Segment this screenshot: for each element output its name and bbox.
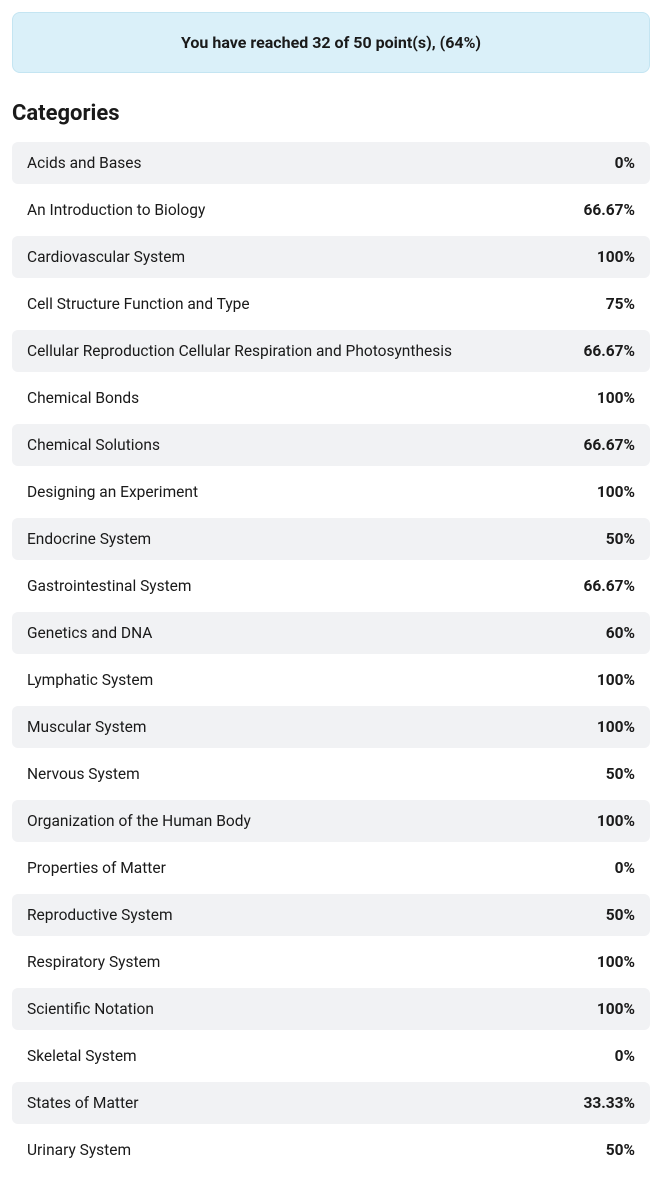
table-row: Respiratory System 100% — [12, 941, 650, 983]
score-text: You have reached 32 of 50 point(s), (64%… — [181, 33, 481, 52]
table-row: Designing an Experiment 100% — [12, 471, 650, 513]
table-row: Muscular System 100% — [12, 706, 650, 748]
category-value: 100% — [597, 812, 635, 830]
category-value: 66.67% — [583, 577, 635, 595]
category-label: Cell Structure Function and Type — [27, 295, 250, 313]
category-label: Reproductive System — [27, 906, 173, 924]
category-value: 66.67% — [583, 436, 635, 454]
category-label: Genetics and DNA — [27, 624, 152, 642]
category-label: Organization of the Human Body — [27, 812, 251, 830]
category-value: 100% — [597, 1000, 635, 1018]
table-row: Skeletal System 0% — [12, 1035, 650, 1077]
category-label: Skeletal System — [27, 1047, 137, 1065]
category-value: 100% — [597, 483, 635, 501]
category-value: 50% — [606, 765, 635, 783]
table-row: Acids and Bases 0% — [12, 142, 650, 184]
category-value: 100% — [597, 953, 635, 971]
category-label: Cellular Reproduction Cellular Respirati… — [27, 342, 452, 360]
categories-heading: Categories — [12, 101, 650, 126]
table-row: Gastrointestinal System 66.67% — [12, 565, 650, 607]
category-value: 0% — [615, 859, 635, 877]
category-list: Acids and Bases 0% An Introduction to Biol… — [12, 142, 650, 1171]
category-label: States of Matter — [27, 1094, 139, 1112]
category-label: Muscular System — [27, 718, 146, 736]
category-label: Properties of Matter — [27, 859, 166, 877]
table-row: States of Matter 33.33% — [12, 1082, 650, 1124]
table-row: Cardiovascular System 100% — [12, 236, 650, 278]
category-value: 100% — [597, 718, 635, 736]
table-row: Urinary System 50% — [12, 1129, 650, 1171]
category-label: Chemical Bonds — [27, 389, 139, 407]
table-row: Cell Structure Function and Type 75% — [12, 283, 650, 325]
category-label: Gastrointestinal System — [27, 577, 191, 595]
category-label: Designing an Experiment — [27, 483, 198, 501]
table-row: Properties of Matter 0% — [12, 847, 650, 889]
category-value: 0% — [615, 154, 635, 172]
category-value: 100% — [597, 248, 635, 266]
table-row: Nervous System 50% — [12, 753, 650, 795]
score-banner: You have reached 32 of 50 point(s), (64%… — [12, 12, 650, 73]
category-label: Scientific Notation — [27, 1000, 154, 1018]
category-label: Cardiovascular System — [27, 248, 185, 266]
category-label: Lymphatic System — [27, 671, 153, 689]
table-row: Genetics and DNA 60% — [12, 612, 650, 654]
category-label: Acids and Bases — [27, 154, 141, 172]
category-label: Nervous System — [27, 765, 140, 783]
category-label: Respiratory System — [27, 953, 160, 971]
category-value: 100% — [597, 671, 635, 689]
category-label: Urinary System — [27, 1141, 131, 1159]
category-value: 75% — [606, 295, 635, 313]
table-row: Reproductive System 50% — [12, 894, 650, 936]
category-value: 66.67% — [583, 201, 635, 219]
category-value: 100% — [597, 389, 635, 407]
category-label: Endocrine System — [27, 530, 151, 548]
table-row: Lymphatic System 100% — [12, 659, 650, 701]
category-value: 66.67% — [583, 342, 635, 360]
category-value: 33.33% — [583, 1094, 635, 1112]
table-row: Chemical Bonds 100% — [12, 377, 650, 419]
table-row: Cellular Reproduction Cellular Respirati… — [12, 330, 650, 372]
category-value: 60% — [606, 624, 635, 642]
table-row: Endocrine System 50% — [12, 518, 650, 560]
table-row: Chemical Solutions 66.67% — [12, 424, 650, 466]
table-row: An Introduction to Biology 66.67% — [12, 189, 650, 231]
category-value: 50% — [606, 906, 635, 924]
category-label: An Introduction to Biology — [27, 201, 205, 219]
category-value: 50% — [606, 530, 635, 548]
category-value: 50% — [606, 1141, 635, 1159]
category-label: Chemical Solutions — [27, 436, 160, 454]
category-value: 0% — [615, 1047, 635, 1065]
table-row: Organization of the Human Body 100% — [12, 800, 650, 842]
